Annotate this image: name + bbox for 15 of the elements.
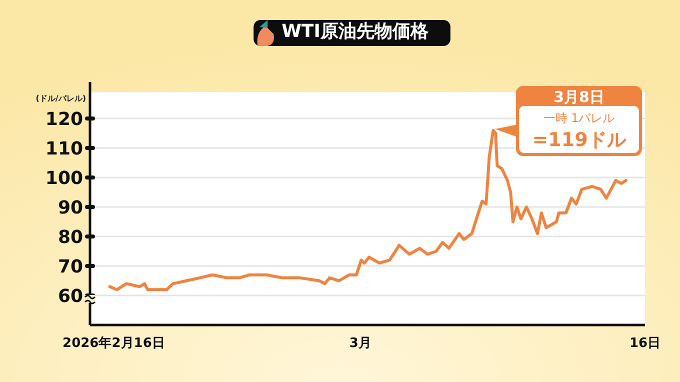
- y-tick-label: 70: [58, 256, 83, 278]
- y-tick-label: 120: [45, 109, 83, 130]
- y-axis-title: (ドル/バレル): [36, 94, 86, 103]
- x-tick-label: 3月: [349, 336, 372, 351]
- x-tick-label: 16日: [629, 336, 661, 351]
- y-tick-label: 90: [58, 198, 83, 219]
- y-tick-label: 80: [58, 227, 83, 248]
- y-tick-label: 60: [58, 286, 83, 307]
- annotation: =119ドル: [532, 129, 627, 151]
- x-tick-label: 2026年2月16日: [62, 336, 165, 351]
- y-tick-label: 110: [45, 138, 83, 160]
- chart-title: WTI原油先物価格: [282, 21, 430, 42]
- annotation: 3月8日: [554, 88, 604, 106]
- annotation: 一時 1バレル: [543, 111, 615, 125]
- y-tick-label: 100: [45, 168, 83, 190]
